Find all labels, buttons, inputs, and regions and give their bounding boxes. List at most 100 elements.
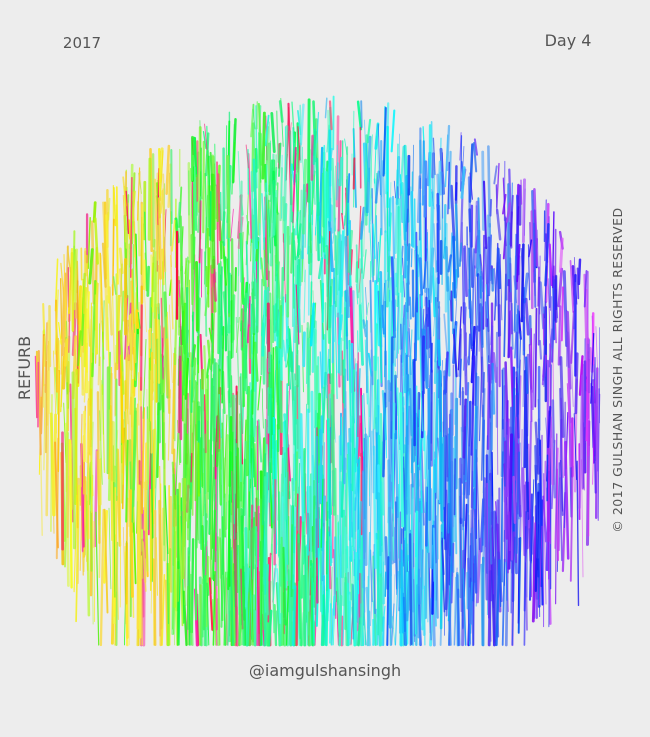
streak [159,189,164,214]
streak [450,392,454,528]
streak [415,584,419,646]
streak [143,442,148,531]
streak [59,278,63,340]
streak [103,508,109,614]
streak [392,574,396,630]
streak [318,146,324,244]
streak [93,449,99,548]
streak [509,194,514,246]
streak [323,575,326,646]
streak [126,202,129,266]
streak [209,190,212,241]
streak [365,286,368,315]
streak [403,302,406,394]
streak [520,179,523,205]
streak [493,165,498,185]
streak [488,325,494,395]
streak [86,291,90,329]
streak [119,329,124,372]
streak [87,216,91,270]
streak [450,542,455,604]
streak [344,576,348,647]
streak [488,355,491,419]
streak [83,342,88,403]
streak [309,559,314,647]
streak [409,296,412,320]
streak [252,158,259,250]
streak [331,595,335,646]
streak [365,143,370,182]
streak [592,379,597,494]
streak [221,326,225,404]
streak [326,348,330,399]
streak [344,236,350,319]
handle: @iamgulshansingh [249,661,401,680]
streak [263,612,267,647]
streak [485,284,488,319]
streak [334,165,336,261]
streak [261,289,267,357]
streak [390,109,396,153]
streak [583,338,587,428]
streak [433,223,437,273]
streak [506,418,510,498]
streak [573,413,577,481]
streak [300,448,306,599]
streak [517,330,522,415]
streak [226,155,231,239]
streak [586,289,589,344]
streak [211,393,216,502]
streak [574,352,579,415]
streak [113,186,117,227]
streak [310,209,314,308]
streak [152,238,156,293]
streak [212,570,216,646]
streak [325,245,331,344]
streak [242,458,247,517]
streak [578,374,584,510]
streak [162,173,167,273]
streak [432,137,436,176]
streak [547,405,552,449]
streak [191,400,195,516]
streak [88,248,94,285]
streak [515,371,520,439]
streak [112,421,116,483]
streak [137,167,141,221]
streak [467,333,471,366]
streak [431,267,436,318]
streak [448,563,452,646]
streak [303,269,306,323]
streak [559,477,563,562]
streak [316,111,320,144]
streak [263,182,267,251]
streak [295,174,299,244]
streak [343,307,346,409]
streak [63,254,67,338]
streak [179,215,184,306]
streak [238,530,243,647]
streak [221,422,226,538]
streak [169,495,173,593]
streak [249,388,253,464]
streak [193,166,198,231]
streak [171,353,177,455]
streak [42,335,46,408]
streak [285,585,289,646]
streak [225,125,228,210]
streak [177,297,181,336]
streak [461,222,464,324]
streak [299,189,303,287]
streak [461,387,464,484]
streak [205,229,208,271]
streak [210,466,215,560]
streak [415,385,418,558]
streak [402,257,406,298]
streak [273,346,277,416]
streak [273,433,276,535]
streak [266,184,270,269]
streak [335,162,339,201]
streak [54,289,59,355]
streak [367,375,370,497]
